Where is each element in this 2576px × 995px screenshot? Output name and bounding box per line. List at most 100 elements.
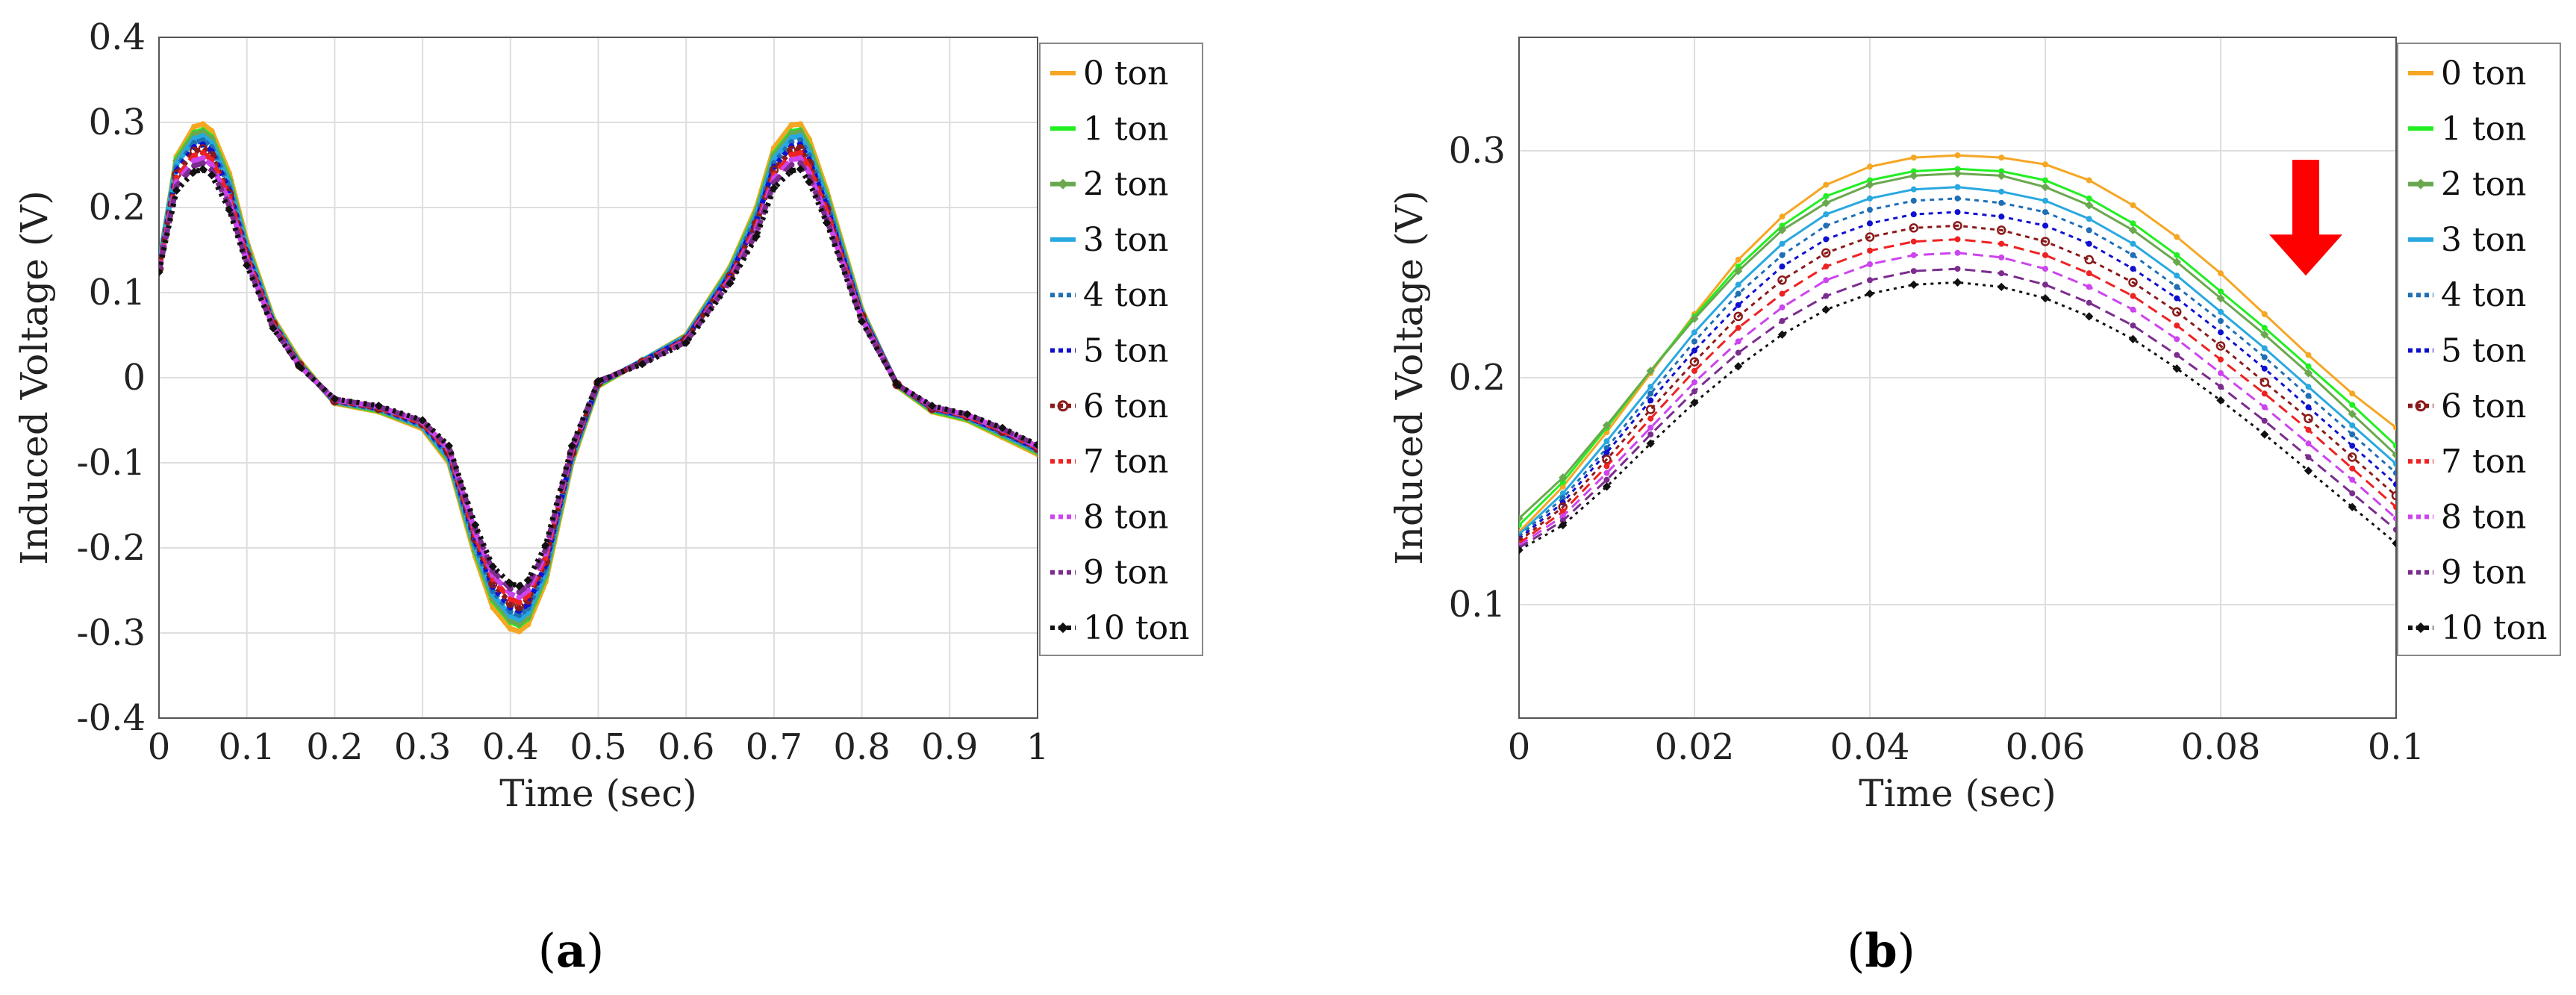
data-point xyxy=(1954,249,1961,256)
data-point xyxy=(507,596,514,602)
data-point xyxy=(199,121,206,128)
chart-panel-a: 0 0.1 0.2 0.3 0.4 0.5 0.6 0.7 0.8 0.9 1 -0.4 -0.3 -0.… xyxy=(13,16,1203,815)
data-point xyxy=(1647,431,1654,437)
data-point xyxy=(2218,288,2224,295)
legend-label: 7 ton xyxy=(2441,443,2527,481)
data-point xyxy=(525,582,531,589)
data-point xyxy=(1867,220,1873,227)
data-point xyxy=(1823,263,1830,270)
data-point xyxy=(2086,195,2092,202)
data-point xyxy=(2304,414,2313,423)
legend-marker xyxy=(2415,400,2427,412)
legend-label: 9 ton xyxy=(2441,554,2527,592)
data-point xyxy=(418,416,427,425)
data-point xyxy=(2305,454,2312,461)
y-tick-label: -0.2 xyxy=(76,527,146,569)
data-point xyxy=(1865,289,1874,299)
data-point xyxy=(1954,152,1961,159)
data-point xyxy=(1954,166,1961,172)
data-point xyxy=(173,183,180,190)
data-point xyxy=(172,186,181,195)
data-point xyxy=(1603,470,1610,476)
data-point xyxy=(1735,349,1741,356)
x-tick-label: 0 xyxy=(148,726,171,768)
data-point xyxy=(2085,312,2094,321)
data-point xyxy=(1954,209,1961,216)
legend-label: 1 ton xyxy=(1083,110,1169,148)
data-point xyxy=(2305,393,2312,399)
data-point xyxy=(2130,306,2136,313)
data-point xyxy=(788,162,795,168)
data-point xyxy=(2218,270,2224,277)
data-point xyxy=(805,152,812,159)
data-point xyxy=(2042,222,2048,229)
data-point xyxy=(1997,282,2006,292)
data-point xyxy=(893,380,902,389)
data-point xyxy=(2086,284,2092,290)
data-point xyxy=(1909,280,1918,290)
data-point xyxy=(1867,207,1873,213)
data-point xyxy=(2174,322,2180,329)
y-tick-label: 0.2 xyxy=(1449,357,1506,399)
data-point xyxy=(191,135,198,142)
data-point xyxy=(1033,440,1038,449)
data-point xyxy=(516,599,523,605)
data-point xyxy=(1559,478,1566,485)
x-tick-label: 0.1 xyxy=(219,726,275,768)
data-point xyxy=(797,160,804,166)
data-point xyxy=(2393,515,2396,522)
data-point xyxy=(1998,213,2005,220)
data-point xyxy=(2216,396,2225,405)
data-point xyxy=(2042,266,2048,272)
legend-label: 10 ton xyxy=(2441,609,2547,647)
data-point xyxy=(2042,161,2048,168)
legend-label: 5 ton xyxy=(2441,332,2527,370)
data-point xyxy=(1777,330,1787,339)
data-point xyxy=(2084,255,2094,265)
data-point xyxy=(1953,169,1962,178)
series-group xyxy=(1519,152,2396,555)
data-point xyxy=(471,520,480,529)
data-point xyxy=(208,162,215,168)
data-point xyxy=(1953,278,1962,287)
data-point xyxy=(541,540,550,550)
legend: 0 ton 1 ton 2 ton 3 ton 4 ton 5 ton 6 ton 7 ton… xyxy=(1039,43,1203,656)
data-point xyxy=(1954,195,1961,202)
y-tick-label: 0.3 xyxy=(89,102,146,143)
data-point xyxy=(1909,223,1918,233)
data-point xyxy=(1998,199,2005,206)
data-point xyxy=(2393,504,2396,511)
data-point xyxy=(1997,171,2006,181)
data-point xyxy=(199,127,208,137)
data-point xyxy=(507,613,514,620)
legend-label: 3 ton xyxy=(2441,221,2527,259)
data-point xyxy=(2304,369,2313,378)
data-point xyxy=(1910,268,1917,275)
legend-marker xyxy=(1057,400,1069,412)
data-point xyxy=(2042,209,2048,216)
data-point xyxy=(1647,424,1654,431)
data-point xyxy=(199,133,206,140)
data-point xyxy=(1559,520,1568,530)
data-point xyxy=(516,589,523,596)
data-point xyxy=(2260,330,2269,339)
data-point xyxy=(514,619,524,628)
data-point xyxy=(1998,155,2005,161)
data-point xyxy=(1646,405,1656,414)
data-point xyxy=(525,609,531,616)
data-point xyxy=(2086,177,2092,184)
data-point xyxy=(1559,483,1566,490)
y-axis-label: Induced Voltage (V) xyxy=(13,190,56,565)
data-point xyxy=(805,178,814,187)
data-point xyxy=(2349,476,2356,483)
data-point xyxy=(490,567,496,574)
data-point xyxy=(2130,202,2136,208)
data-point xyxy=(2040,237,2050,246)
data-point xyxy=(199,150,206,157)
series-line-10-ton xyxy=(159,166,1038,590)
x-tick-label: 0.3 xyxy=(394,726,451,768)
data-point xyxy=(1519,522,1522,528)
data-point xyxy=(2172,258,2181,266)
data-point xyxy=(1603,476,1610,483)
data-point xyxy=(507,585,514,592)
